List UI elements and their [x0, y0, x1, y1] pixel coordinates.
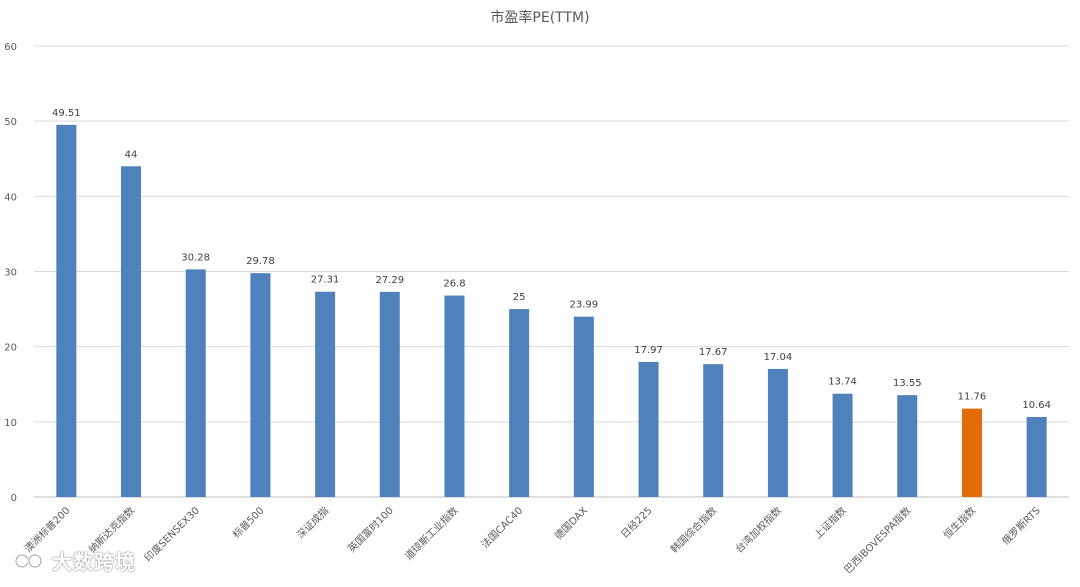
data-label: 11.76: [958, 392, 987, 403]
data-label: 17.97: [634, 345, 663, 356]
chart-title: 市盈率PE(TTM): [490, 9, 589, 26]
bar: [56, 124, 77, 498]
bar: [573, 316, 594, 497]
x-tick-label: 俄罗斯RTS: [999, 504, 1043, 548]
bar: [379, 291, 400, 497]
y-tick-label: 60: [4, 42, 17, 53]
y-tick-label: 40: [4, 192, 17, 203]
x-tick-label: 上证指数: [811, 504, 848, 541]
bar: [1026, 417, 1047, 497]
x-tick-label: 法国CAC40: [478, 504, 525, 551]
y-tick-label: 20: [4, 343, 17, 354]
x-tick-label: 日经225: [618, 504, 655, 541]
bar: [767, 368, 788, 497]
y-tick-label: 10: [4, 418, 17, 429]
y-tick-label: 0: [11, 493, 17, 504]
data-label: 25: [513, 292, 526, 303]
data-label: 29.78: [246, 256, 275, 267]
x-tick-label: 英国富时100: [345, 504, 396, 555]
bar: [897, 395, 918, 497]
bar: [185, 269, 206, 497]
data-label: 26.8: [443, 279, 465, 290]
data-label: 44: [125, 149, 138, 160]
y-tick-label: 30: [4, 268, 17, 279]
data-label: 27.31: [311, 275, 340, 286]
x-tick-label: 深证成指: [294, 504, 331, 541]
bar: [961, 408, 982, 497]
x-tick-label: 台湾加权指数: [732, 504, 784, 556]
data-label: 27.29: [375, 275, 404, 286]
x-tick-label: 道琼斯工业指数: [402, 504, 461, 563]
bar: [121, 166, 142, 497]
data-label: 13.74: [828, 377, 857, 388]
brand-logo-icon: [14, 553, 43, 568]
x-tick-label: 德国DAX: [552, 504, 590, 542]
watermark: 大数跨境: [14, 546, 136, 575]
watermark-text: 大数跨境: [52, 550, 136, 574]
data-label: 17.67: [699, 347, 728, 358]
bar: [509, 309, 530, 497]
bar: [444, 295, 465, 497]
y-tick-label: 50: [4, 117, 17, 128]
x-tick-label: 恒生指数: [941, 504, 978, 541]
bar: [638, 361, 659, 497]
bar: [703, 364, 724, 497]
data-label: 10.64: [1022, 400, 1051, 411]
x-tick-label: 巴西IBOVESPA指数: [841, 504, 913, 576]
data-label: 30.28: [181, 252, 210, 263]
x-tick-label: 韩国综合指数: [668, 504, 720, 556]
x-tick-label: 标普500: [230, 504, 267, 541]
data-label: 23.99: [570, 300, 599, 311]
bar: [315, 291, 336, 497]
x-tick-label: 印度SENSEX30: [141, 504, 201, 564]
bar: [832, 393, 853, 497]
data-label: 49.51: [52, 108, 81, 119]
data-label: 17.04: [764, 352, 793, 363]
bar: [250, 273, 271, 497]
data-label: 13.55: [893, 378, 922, 389]
